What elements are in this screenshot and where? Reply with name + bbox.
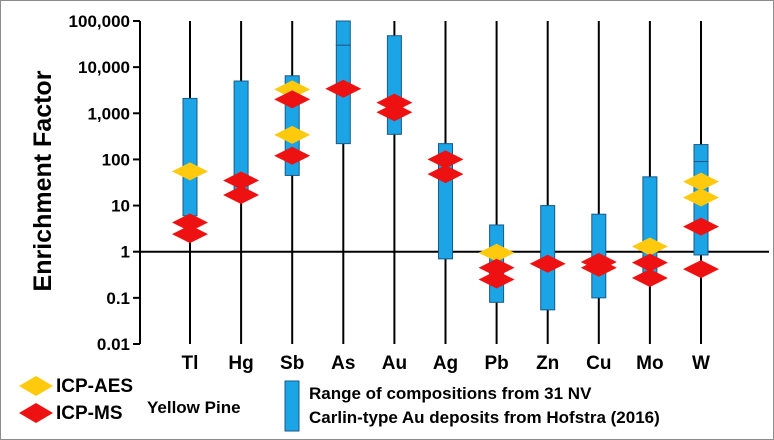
marker-icp-aes-w-6 xyxy=(683,188,719,207)
x-tick-label-cu: Cu xyxy=(586,353,611,374)
x-tick-label-mo: Mo xyxy=(636,353,663,374)
range-bar-w-1 xyxy=(693,144,709,163)
y-tick-label-0: 0.01 xyxy=(97,335,130,354)
marker-icp-ms-hg-2 xyxy=(223,171,260,190)
marker-icp-ms-tl-1 xyxy=(172,225,208,244)
y-tick-label-3: 10 xyxy=(111,197,130,216)
marker-icp-ms-mo-17 xyxy=(631,268,668,287)
marker-icp-aes-w-5 xyxy=(683,172,719,191)
range-bar-tl-0 xyxy=(182,97,198,217)
legend-range-bar xyxy=(284,380,300,432)
x-tick-label-sb: Sb xyxy=(280,353,304,374)
marker-icp-aes-tl-0 xyxy=(172,162,208,181)
x-tick-label-as: As xyxy=(331,353,355,374)
marker-icp-ms-pb-11 xyxy=(478,258,515,277)
marker-icp-ms-sb-5 xyxy=(274,146,311,165)
legend-icp-aes-label: ICP-AES xyxy=(56,376,134,397)
range-bar-as-1 xyxy=(335,20,351,46)
marker-icp-ms-w-19 xyxy=(683,260,719,279)
marker-icp-ms-ag-10 xyxy=(427,165,464,184)
y-tick-label-1: 0.1 xyxy=(106,289,130,308)
x-tick-label-ag: Ag xyxy=(433,353,458,374)
legend-range-swatch xyxy=(284,380,300,432)
marker-icp-ms-au-8 xyxy=(376,103,413,122)
marker-icp-ms-pb-12 xyxy=(478,270,515,289)
marker-icp-ms-w-18 xyxy=(683,217,719,236)
x-tick-label-pb: Pb xyxy=(484,353,508,374)
legend-range-line1: Range of compositions from 31 NV xyxy=(309,384,592,403)
y-tick-label-7: 100,000 xyxy=(69,12,130,31)
y-axis-label: Enrichment Factor xyxy=(29,70,57,292)
marker-icp-ms-ag-9 xyxy=(427,150,464,169)
x-tick-label-zn: Zn xyxy=(536,353,559,374)
y-tick-label-5: 1,000 xyxy=(87,104,130,123)
legend-group-label: Yellow Pine xyxy=(147,398,241,417)
marker-icp-ms-hg-3 xyxy=(223,185,260,204)
x-tick-label-hg: Hg xyxy=(228,353,253,374)
y-tick-label-6: 10,000 xyxy=(78,58,130,77)
marker-icp-aes-pb-3 xyxy=(478,243,515,262)
y-tick-label-4: 100 xyxy=(102,150,130,169)
y-tick-label-2: 1 xyxy=(121,243,130,262)
marker-icp-aes-sb-2 xyxy=(274,125,311,144)
legend-icp-ms-diamond xyxy=(19,403,53,423)
marker-icp-ms-cu-15 xyxy=(580,258,617,277)
legend-icp-ms-label: ICP-MS xyxy=(56,403,123,424)
marker-icp-ms-sb-4 xyxy=(274,90,311,109)
x-tick-label-w: W xyxy=(692,353,710,374)
marker-icp-ms-as-6 xyxy=(325,79,362,98)
legend-icp-ms-marker xyxy=(19,403,53,423)
marker-icp-ms-au-7 xyxy=(376,93,413,112)
marker-icp-ms-mo-16 xyxy=(631,253,668,272)
marker-icp-ms-tl-0 xyxy=(172,213,208,232)
x-tick-label-au: Au xyxy=(382,353,407,374)
marker-icp-ms-zn-13 xyxy=(529,254,566,273)
legend-range-line2: Carlin-type Au deposits from Hofstra (20… xyxy=(309,408,660,427)
x-tick-label-tl: Tl xyxy=(182,353,199,374)
marker-icp-aes-sb-1 xyxy=(274,80,311,99)
legend-icp-aes-marker xyxy=(19,376,53,396)
legend-icp-aes-diamond xyxy=(19,376,53,396)
marker-icp-aes-mo-4 xyxy=(631,237,668,256)
